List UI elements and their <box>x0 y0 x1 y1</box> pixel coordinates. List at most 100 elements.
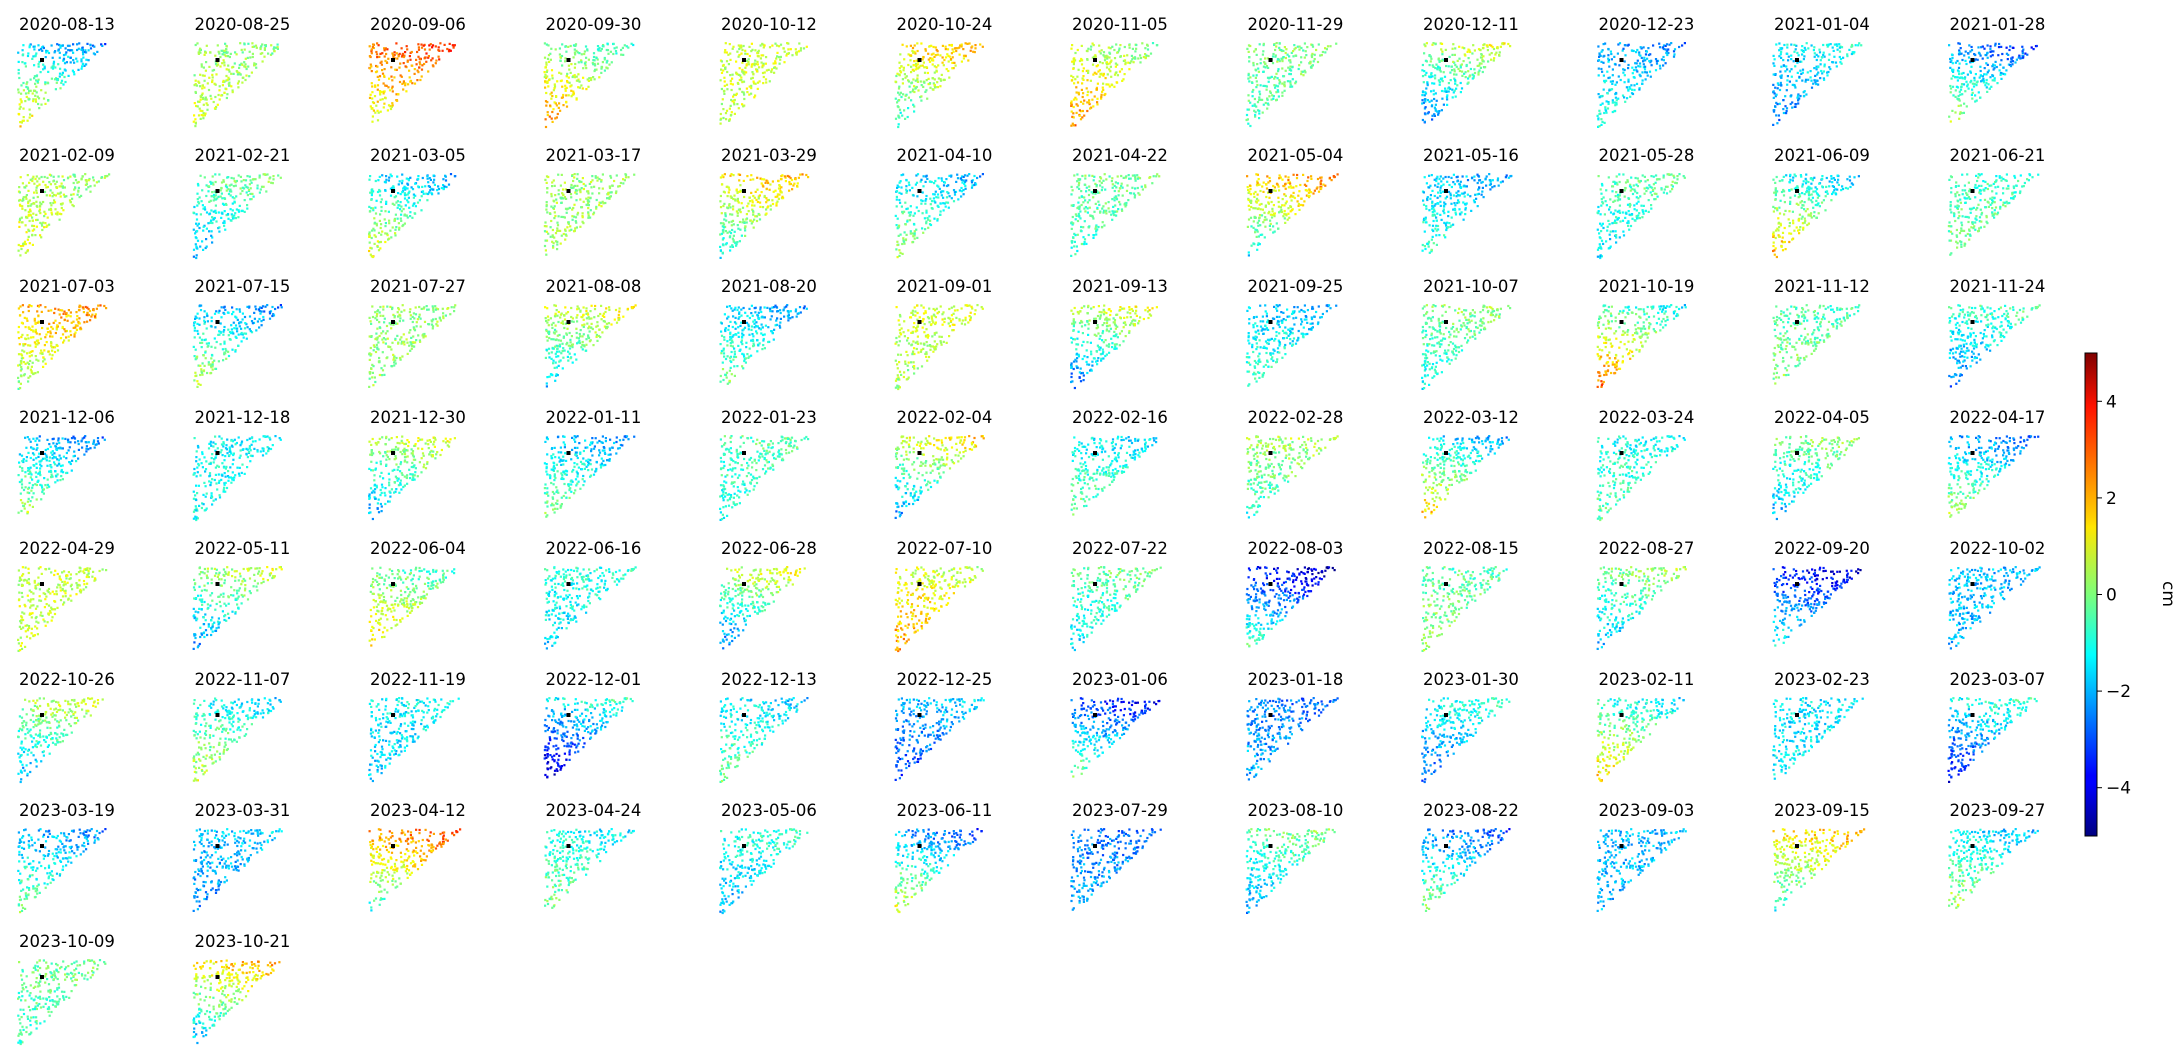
displacement-point <box>737 55 740 58</box>
displacement-point <box>1087 71 1090 74</box>
displacement-point <box>962 54 966 57</box>
displacement-point <box>1597 45 1600 48</box>
displacement-point <box>47 99 50 102</box>
displacement-point <box>1969 60 1972 63</box>
displacement-point <box>930 53 933 56</box>
displacement-point <box>256 184 259 187</box>
displacement-point <box>913 110 916 113</box>
displacement-point <box>1284 56 1287 60</box>
displacement-point <box>1117 194 1120 197</box>
displacement-point <box>395 226 398 229</box>
displacement-point <box>735 244 738 247</box>
displacement-point <box>1672 55 1676 58</box>
displacement-point <box>577 61 580 64</box>
displacement-point <box>1113 184 1116 187</box>
displacement-point <box>74 179 78 182</box>
displacement-point <box>587 207 590 210</box>
displacement-point <box>1459 66 1462 69</box>
displacement-point <box>941 56 944 59</box>
subplot-title: 2021-01-28 <box>1950 15 2046 34</box>
displacement-point <box>570 89 573 92</box>
displacement-point <box>1284 187 1287 190</box>
displacement-point <box>1256 221 1259 224</box>
displacement-point <box>411 82 414 85</box>
displacement-point <box>201 84 204 87</box>
displacement-point <box>1253 109 1256 112</box>
displacement-point <box>1955 85 1958 88</box>
displacement-point <box>1423 120 1426 123</box>
displacement-point <box>1081 70 1084 73</box>
displacement-point <box>1958 49 1961 52</box>
displacement-point <box>1126 184 1129 187</box>
displacement-point <box>1109 60 1112 64</box>
displacement-point <box>1115 43 1118 46</box>
displacement-point <box>1256 63 1259 66</box>
displacement-point <box>200 93 203 97</box>
displacement-point <box>1986 51 1989 54</box>
displacement-point <box>1116 175 1119 178</box>
displacement-point <box>398 66 401 69</box>
displacement-point <box>1098 203 1101 206</box>
displacement-point <box>254 63 258 66</box>
displacement-point <box>1088 199 1091 202</box>
displacement-point <box>752 73 755 76</box>
displacement-point <box>898 181 901 184</box>
displacement-point <box>1438 83 1441 86</box>
displacement-point <box>1305 194 1308 197</box>
displacement-point <box>379 226 382 230</box>
displacement-point <box>217 227 220 230</box>
displacement-point <box>762 46 765 49</box>
displacement-point <box>31 219 34 222</box>
displacement-point <box>194 79 197 82</box>
displacement-point <box>25 231 28 234</box>
displacement-point <box>924 180 927 183</box>
displacement-point <box>556 240 559 243</box>
displacement-point <box>211 241 214 244</box>
displacement-point <box>565 50 568 53</box>
displacement-point <box>796 184 799 188</box>
displacement-point <box>1635 62 1638 65</box>
displacement-point <box>1259 98 1262 101</box>
displacement-point <box>1256 181 1259 184</box>
displacement-point <box>966 42 969 45</box>
displacement-point <box>1951 62 1954 65</box>
displacement-point <box>1249 124 1252 128</box>
displacement-point <box>1615 92 1618 95</box>
displacement-point <box>545 230 548 233</box>
displacement-point <box>1123 73 1126 76</box>
displacement-point <box>376 100 379 103</box>
displacement-point <box>1835 65 1838 68</box>
displacement-point <box>1782 111 1785 115</box>
displacement-point <box>369 105 372 108</box>
displacement-points <box>1246 173 1339 257</box>
displacement-point <box>565 211 568 214</box>
displacement-point <box>582 76 585 79</box>
displacement-point <box>72 205 75 208</box>
displacement-point <box>18 103 21 106</box>
displacement-point <box>1267 191 1270 194</box>
displacement-point <box>1094 182 1097 185</box>
displacement-point <box>721 225 724 228</box>
displacement-point <box>1987 83 1990 86</box>
displacement-point <box>1809 76 1812 79</box>
displacement-point <box>735 210 738 213</box>
displacement-point <box>1966 73 1969 76</box>
displacement-point <box>752 80 755 83</box>
displacement-point <box>775 202 778 205</box>
displacement-point <box>1598 109 1601 112</box>
displacement-point <box>624 173 627 176</box>
displacement-point <box>26 54 30 58</box>
displacement-point <box>195 84 198 87</box>
displacement-point <box>18 76 21 80</box>
displacement-point <box>905 188 908 191</box>
displacement-point <box>383 75 386 78</box>
displacement-point <box>2005 52 2008 55</box>
displacement-point <box>914 79 917 82</box>
displacement-point <box>404 65 407 68</box>
displacement-point <box>1995 65 1998 69</box>
displacement-point <box>921 212 924 215</box>
displacement-point <box>387 104 391 107</box>
displacement-point <box>379 201 382 204</box>
displacement-point <box>1647 47 1650 50</box>
displacement-point <box>32 202 35 205</box>
